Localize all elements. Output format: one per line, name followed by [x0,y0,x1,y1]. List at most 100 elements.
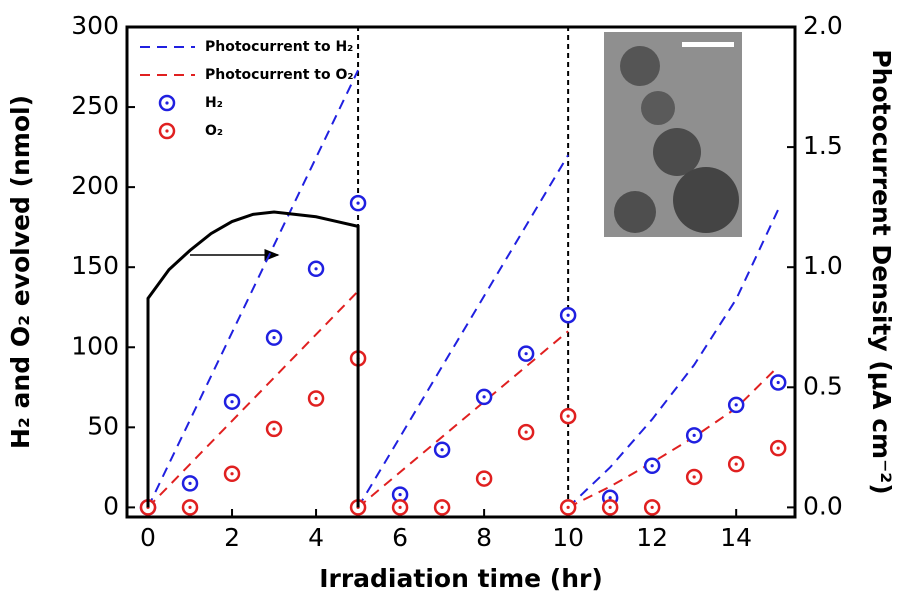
marker [391,486,409,503]
x-tick-label: 4 [308,523,324,552]
scale-bar [682,42,734,47]
marker-center [608,505,612,509]
marker [727,455,745,473]
legend-label: O₂ [205,123,223,139]
y-tick-label: 50 [87,411,119,440]
marker-center [356,201,360,205]
marker-center [440,448,444,452]
marker-center [398,492,402,497]
inset-image [604,32,742,237]
x-tick-label: 12 [636,523,668,552]
y2-tick-label: 0.5 [803,371,843,400]
marker-center [734,403,738,407]
marker-center [482,476,486,481]
line [147,69,780,509]
x-tick-label: 10 [552,523,584,552]
legend-label: Photocurrent to O₂ [205,67,353,83]
marker [181,499,199,516]
x-tick-label: 8 [476,523,492,552]
marker-center [524,430,528,434]
marker [181,475,199,492]
marker-center [314,267,318,271]
marker [769,439,787,457]
x-tick-label: 2 [224,523,240,552]
marker-center [776,446,780,450]
marker [433,441,451,458]
marker-center [230,472,234,476]
marker-center [272,336,276,340]
marker [475,388,493,406]
marker [223,465,241,483]
marker-center [692,475,696,479]
marker-center [524,352,528,356]
marker [475,470,493,487]
marker [643,499,661,516]
legend-marker-center [165,101,169,105]
marker [685,468,703,486]
y-tick-label: 0 [103,491,119,520]
plot-frame [125,25,797,519]
x-axis-title: Irradiation time (hr) [319,564,603,593]
marker-center [188,481,192,485]
legend-marker-center [165,129,169,133]
marker-center [734,462,738,466]
particle [673,167,739,233]
marker [265,329,283,346]
marker-center [272,427,276,431]
marker [727,396,745,414]
marker-center [650,464,654,468]
marker [517,423,535,441]
x-tick-label: 14 [720,523,752,552]
marker [349,194,367,212]
x-tick-label: 6 [392,523,408,552]
marker [307,390,325,407]
marker-center [776,380,780,385]
marker-center [314,396,318,401]
particle [641,91,675,125]
particle [653,128,701,176]
marker-center [650,505,654,509]
y-tick-label: 150 [71,251,119,280]
x-tick-label: 0 [140,523,156,552]
y-tick-label: 100 [71,331,119,360]
marker [643,457,661,475]
marker [265,420,283,438]
marker-center [608,496,612,500]
marker [769,374,787,391]
legend-label: H₂ [205,95,223,111]
y2-axis-title: Photocurrent Density (μA cm⁻²) [867,49,896,494]
marker-center [566,505,570,509]
line [146,210,360,508]
marker-center [398,505,402,509]
marker [307,260,325,278]
marker-center [566,414,570,418]
y-tick-label: 200 [71,171,119,200]
marker-center [188,505,192,509]
y-tick-label: 250 [71,91,119,120]
y-tick-label: 300 [71,11,119,40]
y2-tick-label: 0.0 [803,491,843,520]
marker [685,427,703,444]
particle [614,191,656,233]
marker [223,393,241,410]
marker [559,407,577,425]
marker-center [566,313,570,317]
marker [601,499,619,516]
marker-center [692,433,696,437]
marker-center [230,400,234,404]
y2-tick-label: 1.0 [803,251,843,280]
particle [620,46,660,86]
y-axis-title: H₂ and O₂ evolved (nmol) [6,95,35,449]
legend-label: Photocurrent to H₂ [205,39,353,55]
marker-center [440,505,444,509]
marker [559,499,577,516]
y2-tick-label: 2.0 [803,11,843,40]
marker [433,499,451,516]
marker [391,499,409,516]
marker-center [482,395,486,399]
marker [517,345,535,362]
marker [559,306,577,324]
y2-tick-label: 1.5 [803,131,843,160]
line [147,290,779,509]
